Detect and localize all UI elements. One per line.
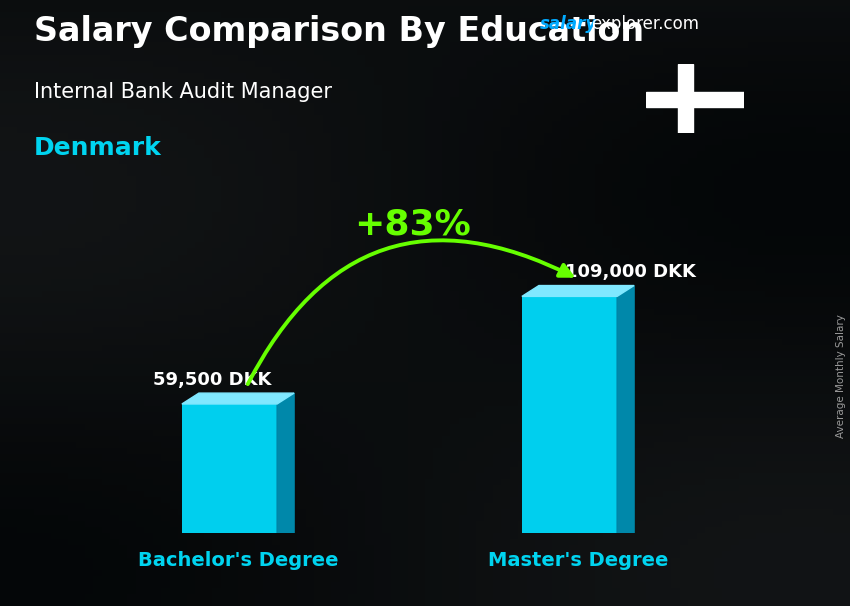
Text: salary: salary (540, 15, 597, 33)
Polygon shape (182, 393, 294, 404)
Text: explorer.com: explorer.com (591, 15, 699, 33)
Polygon shape (277, 393, 294, 533)
Polygon shape (522, 285, 634, 296)
Polygon shape (617, 285, 634, 533)
Bar (678, 64, 693, 133)
Bar (522, 296, 617, 533)
Text: Internal Bank Audit Manager: Internal Bank Audit Manager (34, 82, 332, 102)
Bar (646, 92, 744, 107)
Text: Salary Comparison By Education: Salary Comparison By Education (34, 15, 644, 48)
Text: Master's Degree: Master's Degree (488, 551, 668, 570)
Text: 59,500 DKK: 59,500 DKK (153, 371, 272, 389)
Text: Bachelor's Degree: Bachelor's Degree (138, 551, 338, 570)
Text: +83%: +83% (354, 208, 471, 242)
Text: 109,000 DKK: 109,000 DKK (565, 263, 696, 281)
Text: Denmark: Denmark (34, 136, 162, 161)
Bar (182, 404, 277, 533)
Text: Average Monthly Salary: Average Monthly Salary (836, 314, 846, 438)
